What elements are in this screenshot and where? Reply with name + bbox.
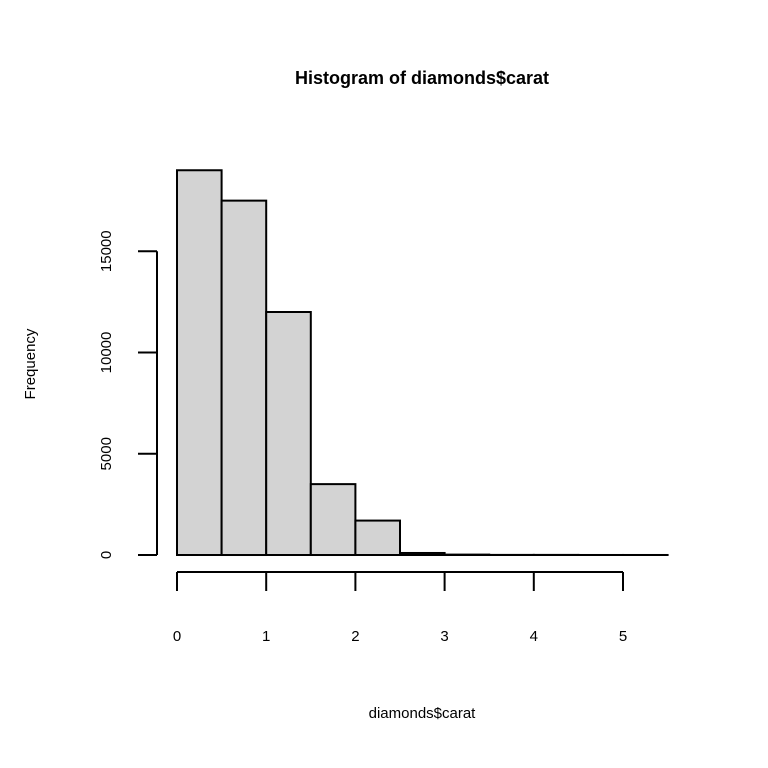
x-axis-label: diamonds$carat	[369, 705, 477, 722]
histogram-bar-3	[309, 483, 357, 557]
x-tick-label-2: 2	[351, 628, 359, 645]
x-tick-label-3: 3	[440, 628, 448, 645]
y-tick-label-2: 10000	[98, 332, 115, 374]
x-tick-label-1: 1	[262, 628, 270, 645]
histogram-bar-5	[399, 551, 446, 556]
y-tick-label-0: 0	[98, 551, 115, 559]
x-axis: 0 1 2 3 4 5	[173, 571, 627, 645]
histogram-bar-4	[354, 519, 401, 557]
x-tick-label-5: 5	[619, 628, 627, 645]
histogram-bar-0	[176, 169, 223, 556]
y-tick-label-3: 15000	[98, 230, 115, 272]
histogram-bar-2	[265, 311, 312, 556]
y-axis: 0 5000 10000 15000	[98, 230, 158, 559]
bars-group	[176, 169, 669, 557]
chart-title: Histogram of diamonds$carat	[295, 68, 549, 88]
x-tick-label-0: 0	[173, 628, 181, 645]
y-tick-label-1: 5000	[98, 437, 115, 470]
x-tick-label-4: 4	[530, 628, 538, 645]
y-axis-label: Frequency	[22, 328, 39, 399]
histogram-bar-1	[220, 199, 268, 557]
